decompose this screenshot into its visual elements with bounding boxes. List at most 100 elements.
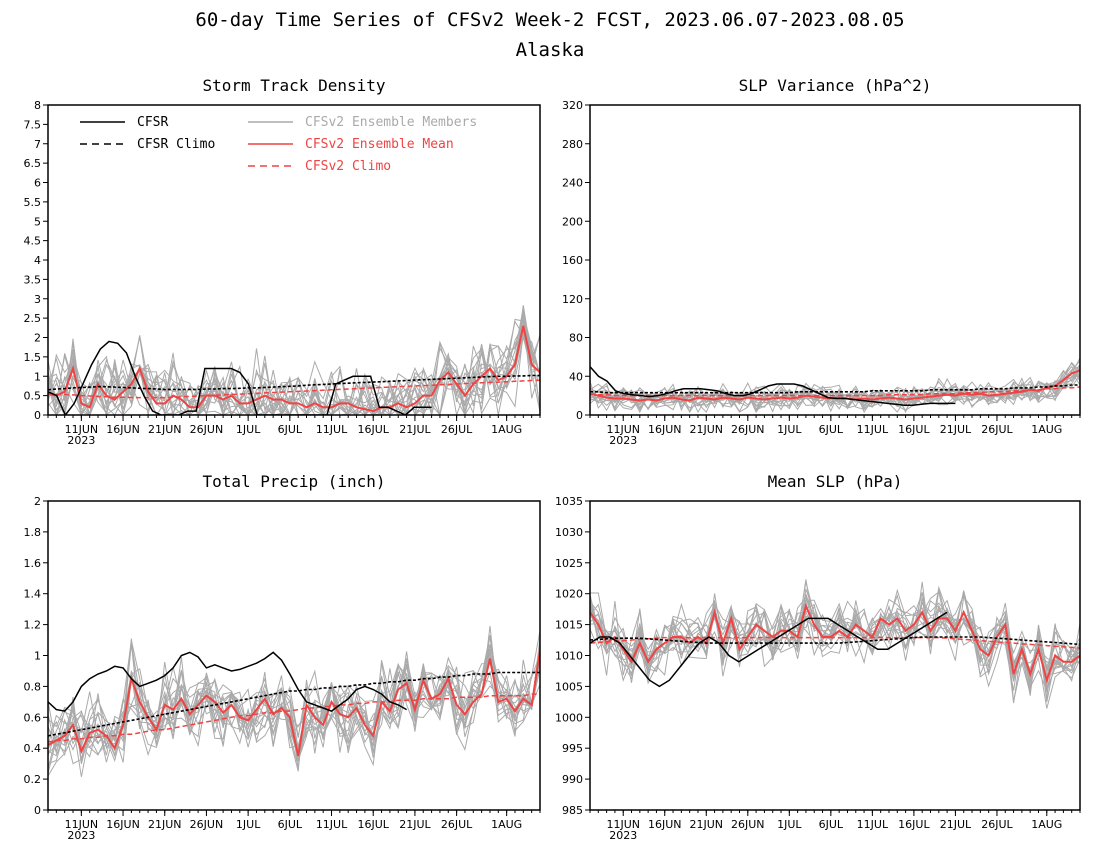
x-tick-label: 11JUN <box>65 423 99 436</box>
y-tick-label: 7 <box>34 138 41 151</box>
panel-title: SLP Variance (hPa^2) <box>739 76 932 95</box>
plot-area <box>48 305 540 415</box>
y-tick-label: 3 <box>34 293 41 306</box>
x-tick-label: 26JUL <box>441 423 473 436</box>
x-tick-label: 1AUG <box>1031 423 1062 436</box>
legend-label: CFSv2 Climo <box>305 159 391 174</box>
y-tick-label: 160 <box>562 254 583 267</box>
y-tick-label: 1.2 <box>24 619 42 632</box>
x-tick-label: 11JUL <box>316 423 348 436</box>
y-tick-label: 280 <box>562 138 583 151</box>
ensemble-mean-line <box>48 650 540 757</box>
x-tick-label: 21JUL <box>940 423 972 436</box>
ensemble-member-line <box>48 331 540 415</box>
y-tick-label: 1.5 <box>24 351 42 364</box>
x-tick-label: 1AUG <box>491 818 522 831</box>
y-tick-label: 995 <box>562 742 583 755</box>
x-tick-label: 6JUL <box>278 818 303 831</box>
legend-label: CFSv2 Ensemble Members <box>305 115 477 130</box>
x-year-label: 2023 <box>609 829 637 842</box>
x-tick-label: 16JUL <box>898 423 930 436</box>
chart-title: 60-day Time Series of CFSv2 Week-2 FCST,… <box>195 9 904 31</box>
x-tick-label: 1JUL <box>236 423 261 436</box>
y-tick-label: 0 <box>34 804 41 817</box>
plot-frame <box>47 104 541 416</box>
plot-frame <box>47 500 541 811</box>
cfsr-line <box>590 611 948 688</box>
x-tick-label: 21JUN <box>690 423 724 436</box>
y-tick-label: 240 <box>562 177 583 190</box>
ensemble-member-line <box>590 591 1080 687</box>
y-tick-label: 0.5 <box>24 390 42 403</box>
x-tick-label: 11JUN <box>65 818 99 831</box>
chart-subtitle: Alaska <box>516 39 585 61</box>
y-tick-label: 1015 <box>555 619 583 632</box>
y-tick-label: 2.5 <box>24 312 42 325</box>
ensemble-member-line <box>48 308 540 415</box>
panel-4: Mean SLP (hPa) 985 990 995 1000 1005 1010 1015 1… <box>555 472 1081 842</box>
plot-area <box>48 625 540 777</box>
y-tick-label: 5 <box>34 215 41 228</box>
y-tick-label: 2 <box>34 332 41 345</box>
y-tick-label: 1 <box>34 650 41 663</box>
cfsv2-climo-line <box>48 693 540 743</box>
x-tick-label: 26JUN <box>731 423 765 436</box>
y-tick-label: 80 <box>569 332 583 345</box>
ensemble-member-line <box>590 371 1080 412</box>
x-tick-label: 11JUN <box>606 423 640 436</box>
x-tick-label: 21JUN <box>690 818 724 831</box>
x-tick-label: 1JUL <box>777 423 802 436</box>
y-tick-label: 0.4 <box>24 742 42 755</box>
y-tick-label: 0.2 <box>24 773 42 786</box>
y-tick-label: 985 <box>562 804 583 817</box>
plot-frame <box>589 500 1081 811</box>
x-tick-label: 16JUL <box>358 423 390 436</box>
x-tick-label: 16JUL <box>898 818 930 831</box>
y-tick-label: 4.5 <box>24 235 42 248</box>
x-year-label: 2023 <box>67 434 95 447</box>
cfsr-climo-line <box>48 374 540 391</box>
y-tick-label: 200 <box>562 215 583 228</box>
x-tick-label: 16JUL <box>358 818 390 831</box>
panel-title: Total Precip (inch) <box>202 472 385 491</box>
x-year-label: 2023 <box>609 434 637 447</box>
x-tick-label: 16JUN <box>106 818 140 831</box>
cfsr-line <box>48 340 432 415</box>
legend: CFSR CFSR Climo CFSv2 Ensemble Members CFSv… <box>80 115 477 174</box>
x-tick-label: 6JUL <box>278 423 303 436</box>
y-tick-label: 5.5 <box>24 196 42 209</box>
panel-3: Total Precip (inch) 0 0.2 0.4 0.6 0.8 1 1.2 1.4 1… <box>24 472 541 842</box>
legend-label: CFSR Climo <box>137 137 215 152</box>
x-tick-label: 26JUN <box>731 818 765 831</box>
x-tick-label: 16JUN <box>648 818 682 831</box>
x-tick-label: 1AUG <box>491 423 522 436</box>
panel-1: Storm Track Density 0 0.5 1 1.5 2 2.5 3 3.5 4 4.5 5… <box>24 76 541 447</box>
x-tick-label: 11JUN <box>606 818 640 831</box>
y-tick-label: 2 <box>34 495 41 508</box>
y-tick-label: 3.5 <box>24 273 42 286</box>
cfsr-line <box>48 651 407 712</box>
x-tick-label: 21JUL <box>399 423 431 436</box>
ensemble-member-line <box>590 363 1080 411</box>
legend-label: CFSR <box>137 115 168 130</box>
x-tick-label: 6JUL <box>819 818 844 831</box>
y-tick-label: 0.6 <box>24 711 42 724</box>
x-tick-label: 26JUL <box>981 818 1013 831</box>
ensemble-mean-line <box>48 325 540 413</box>
y-tick-label: 990 <box>562 773 583 786</box>
y-tick-label: 1.6 <box>24 557 42 570</box>
x-tick-label: 6JUL <box>819 423 844 436</box>
ensemble-member-line <box>48 336 540 415</box>
y-tick-label: 40 <box>569 370 583 383</box>
ensemble-member-line <box>590 365 1080 411</box>
cfsr-climo-line <box>590 636 1080 646</box>
x-tick-label: 1JUL <box>236 818 261 831</box>
cfsr-climo-line <box>48 671 540 737</box>
plot-frame <box>589 104 1081 416</box>
y-tick-label: 1020 <box>555 588 583 601</box>
x-tick-label: 26JUL <box>441 818 473 831</box>
x-tick-label: 11JUL <box>316 818 348 831</box>
cfsv2-climo-line <box>48 379 540 399</box>
ensemble-member-line <box>590 596 1080 709</box>
x-tick-label: 16JUN <box>648 423 682 436</box>
